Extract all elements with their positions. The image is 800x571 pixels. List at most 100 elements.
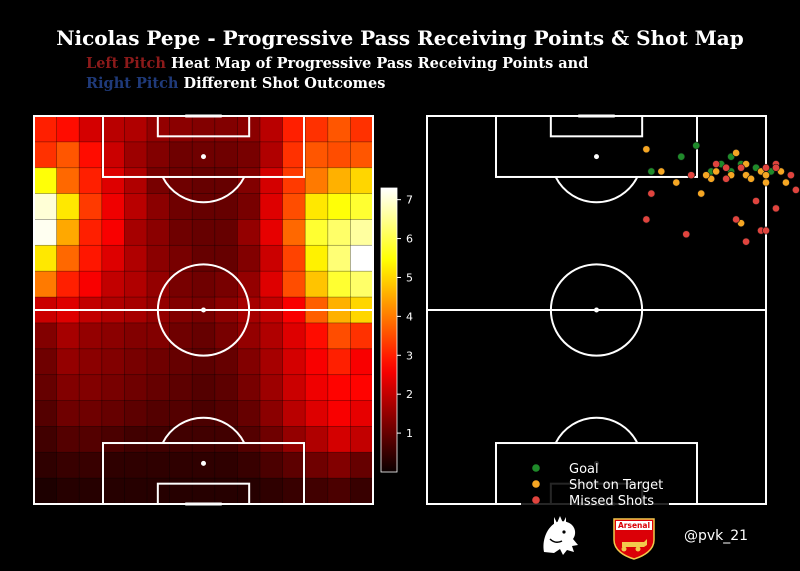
heatmap-cell: [146, 348, 171, 376]
shot-point: [732, 149, 740, 157]
heatmap-cell: [214, 477, 239, 505]
heatmap-cell: [169, 477, 193, 505]
shot-point: [672, 178, 681, 187]
heatmap-cell: [124, 115, 148, 143]
heatmap-cell: [282, 425, 306, 453]
shot-point: [752, 197, 760, 205]
heatmap-cell: [33, 244, 58, 272]
heatmap-cell: [327, 400, 352, 428]
right-pitch-centre-spot: [594, 307, 599, 313]
heatmap-cell: [124, 322, 148, 350]
heatmap-cell: [78, 374, 103, 402]
heatmap-cell: [327, 115, 352, 143]
heatmap-cell: [56, 270, 80, 298]
heatmap-cell: [124, 193, 148, 221]
colorbar-tick-label: 6: [406, 233, 413, 246]
heatmap-cell: [327, 348, 352, 376]
heatmap-cell: [349, 451, 374, 479]
right-pitch-centre-circle: [549, 263, 644, 357]
heatmap-cell: [259, 400, 284, 428]
heatmap-cell: [259, 244, 284, 272]
heatmap-cell: [214, 115, 239, 143]
heatmap-cell: [304, 115, 329, 143]
shot-point: [647, 189, 656, 198]
heatmap-cell: [78, 167, 103, 195]
left-pitch-bottom-penalty-spot: [201, 460, 206, 466]
heatmap-cell: [259, 219, 284, 247]
heatmap-cell: [327, 141, 352, 169]
heatmap-cell: [124, 477, 148, 505]
heatmap-cell: [259, 141, 284, 169]
heatmap-cell: [349, 348, 374, 376]
heatmap-cell: [282, 193, 306, 221]
heatmap-cell: [236, 167, 261, 195]
author-handle: @pvk_21: [684, 528, 749, 544]
heatmap-cell: [146, 141, 171, 169]
heatmap-cell: [124, 270, 148, 298]
heatmap-cell: [78, 348, 103, 376]
heatmap-cell: [304, 348, 329, 376]
heatmap-cell: [191, 115, 216, 143]
heatmap-cell: [56, 348, 80, 376]
chart-title: Nicolas Pepe - Progressive Pass Receivin…: [56, 26, 744, 50]
shot-point: [692, 141, 701, 150]
heatmap-cell: [349, 219, 374, 247]
heatmap-cell: [56, 425, 80, 453]
heatmap-cell: [214, 141, 239, 169]
heatmap-cell: [33, 451, 58, 479]
heatmap-cell: [101, 244, 126, 272]
heatmap-cell: [282, 141, 306, 169]
heatmap-cell: [146, 167, 171, 195]
heatmap-cell: [124, 348, 148, 376]
heatmap-cell: [101, 348, 126, 376]
heatmap-cell: [349, 244, 374, 272]
heatmap-cell: [304, 374, 329, 402]
right-pitch-bottom-penalty-arc: [554, 416, 639, 444]
heatmap-cell: [304, 477, 329, 505]
heatmap-cell: [124, 451, 148, 479]
heatmap-cell: [304, 451, 329, 479]
heatmap-cell: [214, 193, 239, 221]
heatmap-cell: [169, 451, 193, 479]
heatmap-cell: [101, 425, 126, 453]
heatmap-cell: [124, 400, 148, 428]
heatmap-cell: [101, 374, 126, 402]
heatmap-cell: [101, 270, 126, 298]
legend-marker: [532, 496, 540, 504]
heatmap-cell: [191, 167, 216, 195]
heatmap-cell: [282, 400, 306, 428]
subtitle-left-pitch: Left Pitch: [86, 55, 166, 72]
heatmap-cell: [33, 477, 58, 505]
heatmap-cell: [33, 270, 58, 298]
heatmap-cell: [101, 400, 126, 428]
heatmap-cell: [304, 244, 329, 272]
crest-name: Arsenal: [618, 521, 650, 530]
colorbar: [380, 187, 398, 473]
heatmap-cell: [259, 451, 284, 479]
heatmap-cell: [191, 244, 216, 272]
heatmap-cell: [349, 193, 374, 221]
heatmap-cell: [146, 193, 171, 221]
heatmap-cell: [124, 244, 148, 272]
heatmap-cell: [33, 322, 58, 350]
shot-point: [722, 174, 731, 183]
heatmap-cell: [101, 219, 126, 247]
heatmap-cell: [349, 322, 374, 350]
heatmap-cell: [124, 425, 148, 453]
heatmap-cell: [78, 219, 103, 247]
colorbar-tick-label: 5: [406, 271, 413, 284]
heatmap-cell: [101, 451, 126, 479]
heatmap-cell: [236, 219, 261, 247]
heatmap-cell: [101, 477, 126, 505]
heatmap-cell: [191, 374, 216, 402]
heatmap-cell: [259, 167, 284, 195]
shot-point: [787, 171, 795, 180]
shot-point: [712, 167, 721, 176]
heatmap-cell: [56, 167, 80, 195]
heatmap-cell: [33, 141, 58, 169]
heatmap-cell: [78, 141, 103, 169]
heatmap-cell: [169, 193, 193, 221]
heatmap-cell: [282, 115, 306, 143]
heatmap-cell: [349, 270, 374, 298]
